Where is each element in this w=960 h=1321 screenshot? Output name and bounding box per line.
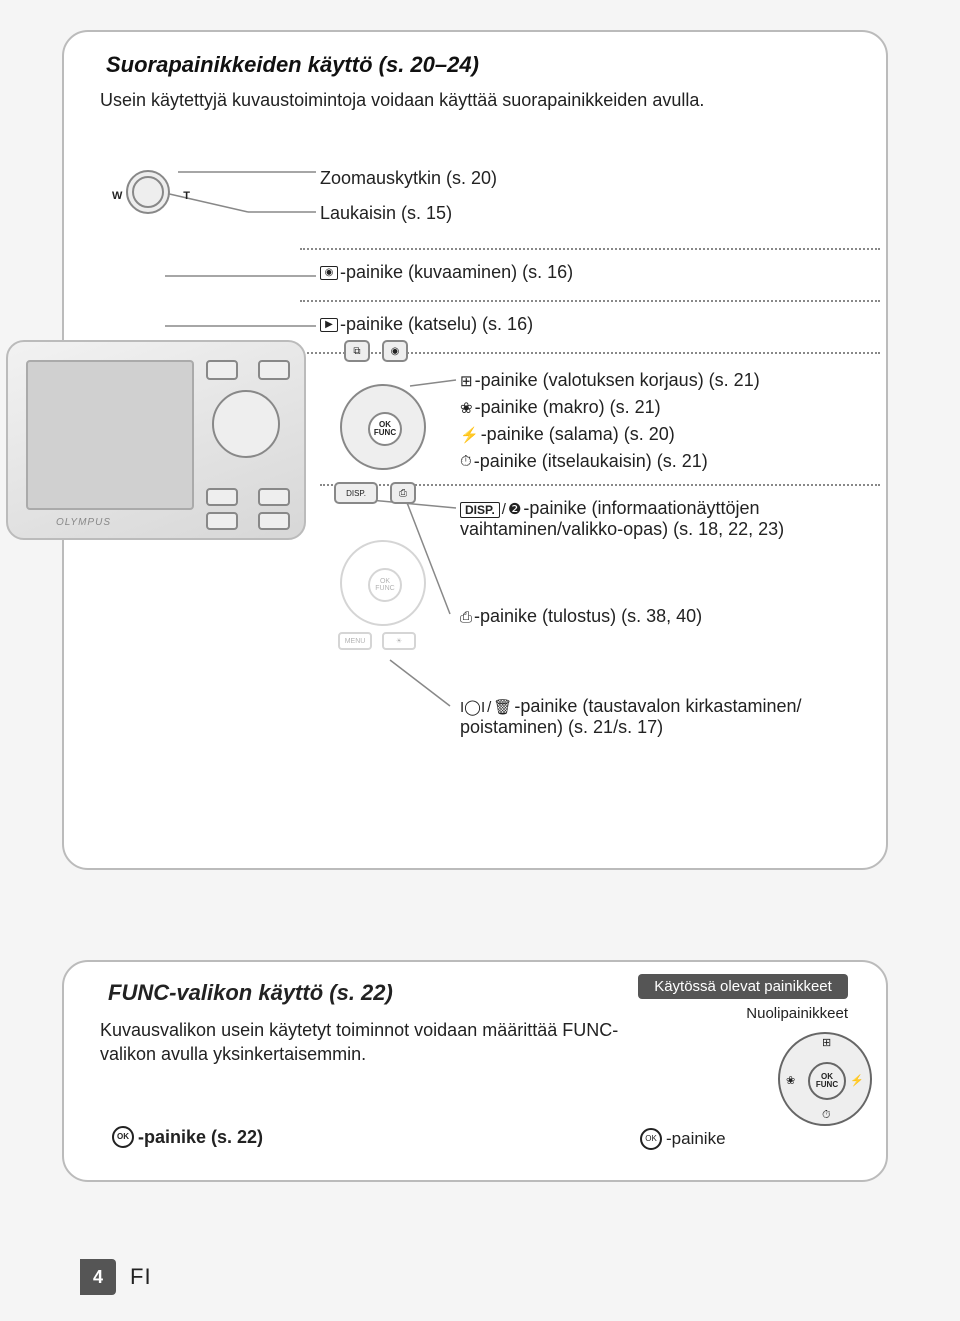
zoom-w-label: W — [112, 190, 122, 202]
disp-badge: DISP. — [460, 502, 500, 518]
shoot-mode-icon: ◉ — [382, 340, 408, 362]
play-label: ▶-painike (katselu) (s. 16) — [320, 314, 870, 341]
brand-label: OLYMPUS — [56, 517, 111, 528]
delete-glyph: 🗑 — [493, 699, 512, 716]
arrow-dpad-diagram: OK FUNC ⊞ ❀ ⚡ ⏱ — [778, 1032, 872, 1126]
page-footer: 4 FI — [80, 1259, 152, 1295]
available-buttons-header: Käytössä olevat painikkeet — [638, 974, 848, 999]
play-icon: ▶ — [320, 318, 338, 332]
print-button-icon: ⎙ — [390, 482, 416, 504]
available-buttons-box: Käytössä olevat painikkeet Nuolipainikke… — [638, 974, 878, 1022]
section2-title: FUNC-valikon käyttö (s. 22) — [92, 974, 409, 1012]
button-panel-greyed: OKFUNC MENU ☀ — [334, 540, 434, 650]
macro-glyph: ❀ — [460, 399, 473, 417]
timer-glyph: ⏱ — [460, 453, 472, 470]
arrow-buttons-label: Nuolipainikkeet — [638, 1005, 848, 1022]
backlight-glyph: I◯I — [460, 699, 485, 716]
section2-body: Kuvausvalikon usein käytetyt toiminnot v… — [100, 1018, 620, 1067]
disp-button-icon: DISP. — [334, 482, 378, 504]
shoot-label: ◉-painike (kuvaaminen) (s. 16) — [320, 262, 870, 289]
print-glyph: ⎙ — [460, 609, 472, 626]
exposure-glyph: ⊞ — [460, 372, 473, 390]
zoom-t-label: T — [183, 190, 190, 202]
ok-func-icon: OK — [640, 1128, 662, 1150]
help-glyph: ❷ — [508, 501, 521, 518]
section1-title: Suorapainikkeiden käyttö (s. 20–24) — [88, 44, 497, 86]
camera-back-illustration: OLYMPUS — [6, 340, 306, 540]
ok-painike-label: OK -painike — [640, 1128, 726, 1150]
zoom-shutter-diagram: W T — [116, 164, 186, 220]
section1-subtitle: Usein käytettyjä kuvaustoimintoja voidaa… — [100, 88, 704, 112]
dpad-icon: OK FUNC — [340, 384, 426, 470]
section1-title-text: Suorapainikkeiden käyttö (s. 20–24) — [106, 52, 479, 77]
flash-glyph: ⚡ — [460, 426, 479, 444]
language-code: FI — [130, 1264, 152, 1290]
button-panel-diagram: ⧉ ◉ OK FUNC DISP. ⎙ OKFUNC MENU ☀ — [324, 340, 444, 660]
exposure-icon: ⧉ — [344, 340, 370, 362]
ok-func-icon-2: OK — [112, 1126, 134, 1148]
ok-painike-s22: OK -painike (s. 22) — [112, 1126, 263, 1148]
camera-icon: ◉ — [320, 266, 338, 280]
page-number: 4 — [80, 1259, 116, 1295]
zoom-label: Zoomauskytkin (s. 20) Laukaisin (s. 15) — [320, 168, 870, 230]
